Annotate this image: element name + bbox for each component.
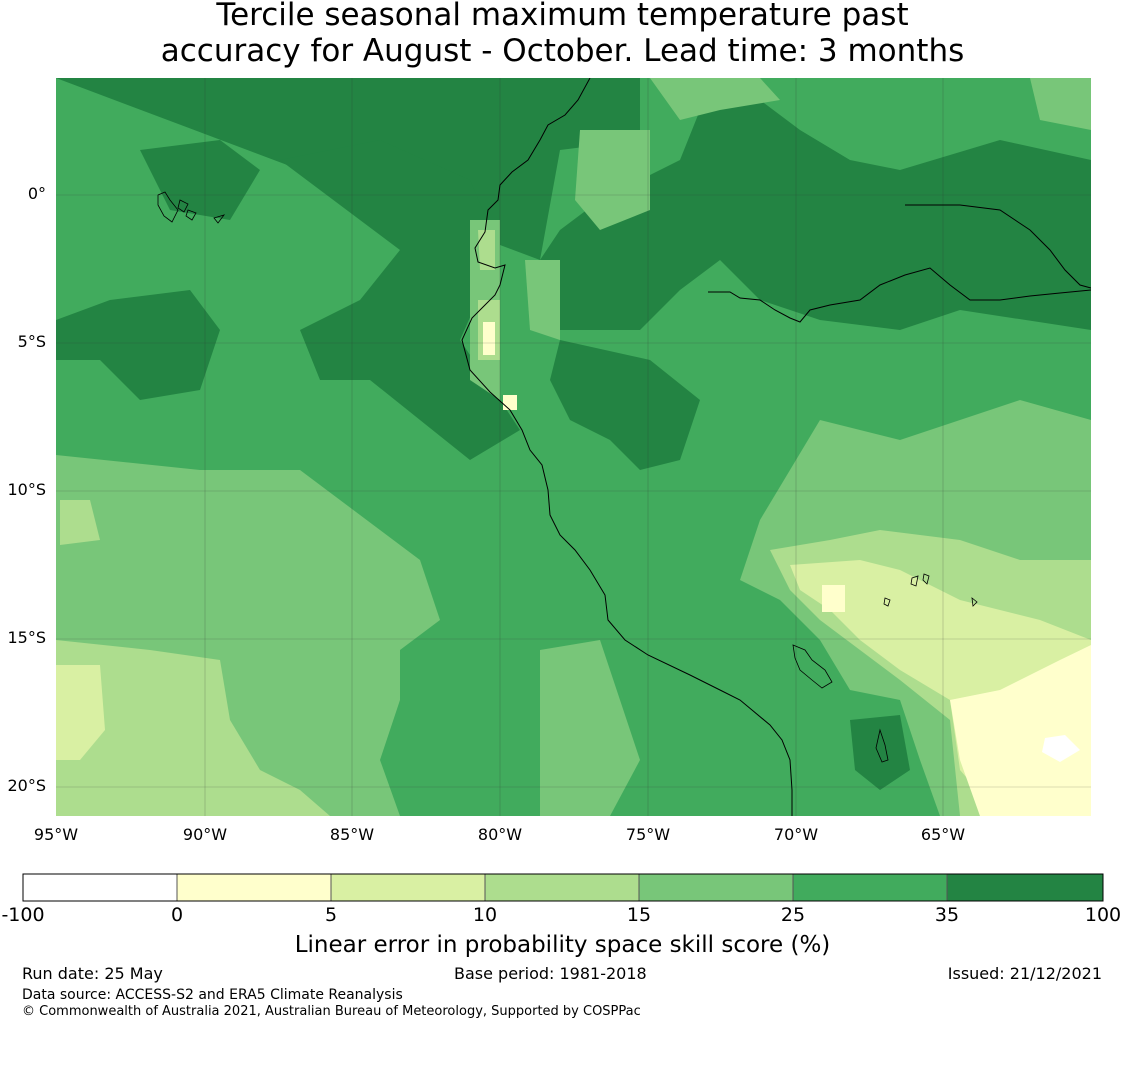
lake (883, 573, 978, 607)
skill-region-high (550, 340, 700, 470)
lon-label: 80°W (477, 825, 523, 844)
colorbar (22, 873, 1104, 902)
skill-region-lowest (822, 585, 845, 612)
base-period: Base period: 1981-2018 (454, 964, 647, 983)
colorbar-segment-6 (947, 874, 1103, 901)
lat-label: 15°S (7, 628, 46, 647)
lake (875, 728, 889, 763)
skill-region-high (280, 140, 520, 460)
colorbar-tick: 0 (170, 904, 184, 926)
lake-titicaca (792, 644, 833, 689)
skill-region-mid (540, 640, 640, 816)
map-title: Tercile seasonal maximum temperature pas… (0, 0, 1125, 69)
colorbar-tick: 25 (780, 904, 806, 926)
skill-region-negative (1042, 735, 1080, 762)
colorbar-segment-2 (331, 874, 485, 901)
colorbar-tick: 15 (626, 904, 652, 926)
amazon-river (708, 267, 1091, 323)
lon-label: 90°W (182, 825, 228, 844)
skill-region-low (56, 640, 330, 816)
colorbar-segment-5 (793, 874, 947, 901)
skill-region-mid (1030, 78, 1091, 130)
run-date: Run date: 25 May (22, 964, 163, 983)
colorbar-tick: 100 (1084, 904, 1122, 926)
lon-label: 70°W (773, 825, 819, 844)
issued-date: Issued: 21/12/2021 (947, 964, 1102, 983)
colorbar-tick: 5 (324, 904, 338, 926)
coastline (461, 78, 793, 816)
skill-region-high (850, 715, 910, 790)
lat-label: 10°S (7, 480, 46, 499)
lat-label: 5°S (17, 332, 46, 351)
colorbar-segment-1 (177, 874, 331, 901)
skill-region-mid (650, 78, 780, 120)
galapagos-islands (157, 191, 226, 224)
skill-region-mid (575, 130, 650, 230)
colorbar-segment-4 (639, 874, 793, 901)
amazon-river (905, 204, 1091, 289)
colorbar-tick: 35 (934, 904, 960, 926)
title-line-1: Tercile seasonal maximum temperature pas… (216, 0, 909, 33)
lon-label: 95°W (33, 825, 79, 844)
map-field (56, 78, 1091, 816)
skill-region-high (56, 78, 1091, 330)
graticule (56, 78, 1091, 816)
data-source: Data source: ACCESS-S2 and ERA5 Climate … (22, 987, 403, 1003)
lon-label: 75°W (625, 825, 671, 844)
skill-region-verylow (56, 665, 105, 760)
lon-label: 85°W (329, 825, 375, 844)
colorbar-tick: -100 (1, 904, 45, 926)
skill-region-lowest (483, 322, 495, 355)
colorbar-segment-0 (23, 874, 177, 901)
skill-region-lowest (503, 395, 517, 410)
skill-region-mid (525, 260, 560, 340)
title-line-2: accuracy for August - October. Lead time… (160, 33, 965, 69)
skill-region-low (60, 500, 100, 545)
lat-label: 20°S (7, 776, 46, 795)
colorbar-tick: 10 (472, 904, 498, 926)
skill-region-high (56, 290, 220, 400)
lat-label: 0° (27, 184, 46, 203)
lon-label: 65°W (920, 825, 966, 844)
colorbar-label: Linear error in probability space skill … (294, 932, 831, 958)
skill-region-lowest (950, 645, 1091, 816)
colorbar-segment-3 (485, 874, 639, 901)
skill-region-low (478, 230, 495, 270)
copyright: © Commonwealth of Australia 2021, Austra… (22, 1004, 641, 1019)
